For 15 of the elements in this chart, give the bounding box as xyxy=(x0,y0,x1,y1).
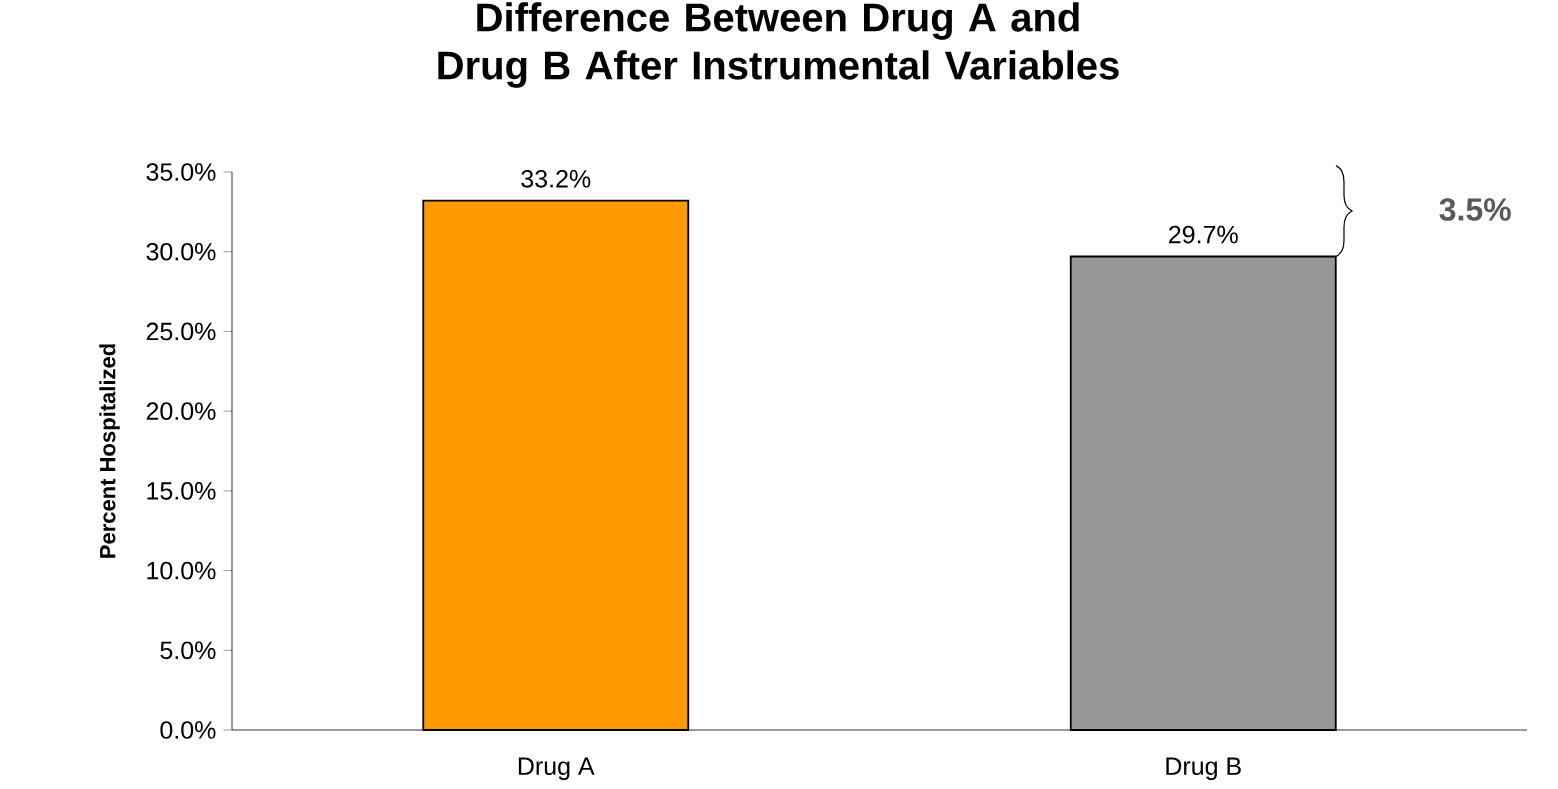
x-tick-label: Drug A xyxy=(518,757,595,780)
y-axis-title: Percent Hospitalized xyxy=(99,344,120,558)
data-label: 33.2% xyxy=(521,169,591,188)
y-tick-label: 20.0% xyxy=(146,402,216,420)
chart-title: Difference Between Drug A and Drug B After Instrumental Variables xyxy=(438,2,1119,88)
y-tick-label: 15.0% xyxy=(147,482,216,500)
y-tick-label: 0.0% xyxy=(160,721,216,739)
y-tick-label: 5.0% xyxy=(160,641,216,660)
y-tick-label: 25.0% xyxy=(146,322,216,341)
annotation: 3.5% xyxy=(1439,198,1511,221)
x-tick-label: Drug B xyxy=(1166,757,1241,780)
data-label: 29.7% xyxy=(1169,225,1238,244)
y-tick-label: 35.0% xyxy=(146,163,216,181)
y-tick-label: 10.0% xyxy=(147,561,216,580)
y-tick-label: 30.0% xyxy=(146,242,216,261)
